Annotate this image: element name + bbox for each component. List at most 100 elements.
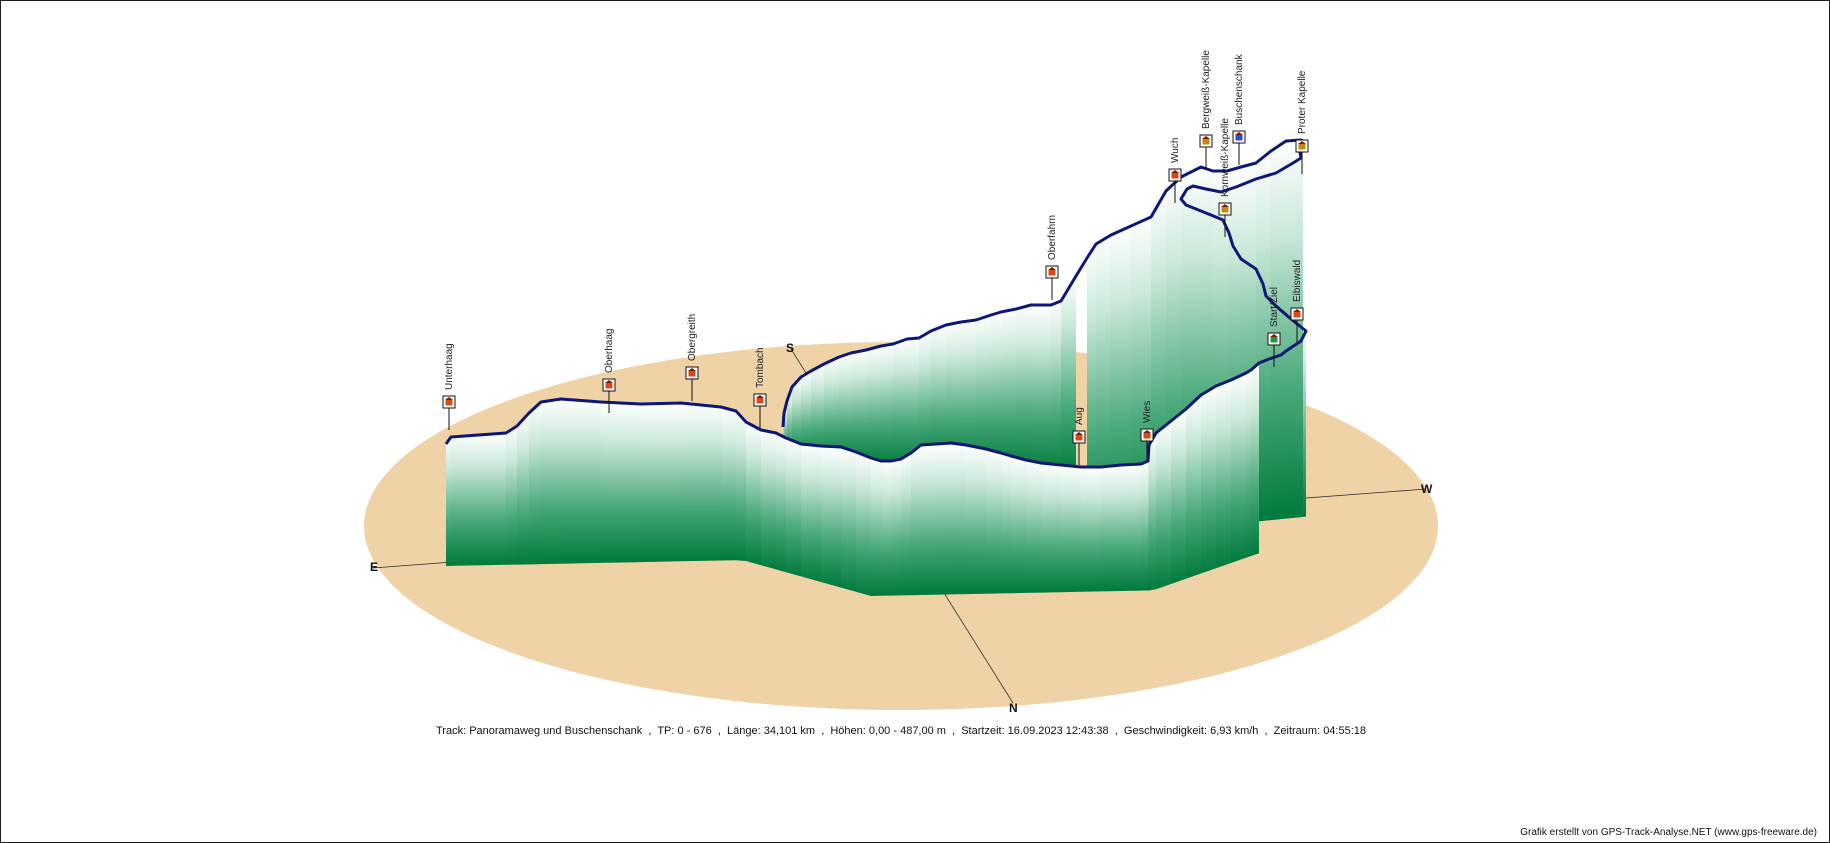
waypoint-label: Oberhaag xyxy=(604,329,615,373)
waypoint-oberhaag[interactable]: Oberhaag xyxy=(602,329,616,413)
waypoint-bergwei-kapelle[interactable]: Bergweiß-Kapelle xyxy=(1199,50,1213,169)
elevation-curtain-segment xyxy=(541,399,561,565)
elevation-curtain-segment xyxy=(1251,363,1259,556)
elevation-curtain-segment xyxy=(736,411,746,561)
track-info-line: Track: Panoramaweg und Buschenschank , T… xyxy=(435,725,1367,737)
house-icon-roof xyxy=(756,395,764,398)
waypoint-wuch[interactable]: Wuch xyxy=(1168,138,1182,203)
waypoint-kornwei-kapelle[interactable]: Kornweiß-Kapelle xyxy=(1218,118,1232,237)
flag-icon-roof xyxy=(1270,334,1278,337)
elevation-curtain-segment xyxy=(1111,226,1131,536)
elevation-curtain-segment xyxy=(901,453,911,596)
house-icon-roof xyxy=(1048,267,1056,270)
elevation-curtain-segment xyxy=(746,422,761,566)
waypoint-wies[interactable]: Wies xyxy=(1140,401,1154,463)
house-icon-roof xyxy=(605,380,613,383)
elevation-curtain-segment xyxy=(1156,421,1171,590)
elevation-curtain-segment xyxy=(907,338,919,468)
elevation-curtain-segment xyxy=(1011,456,1026,594)
elevation-curtain-segment xyxy=(881,461,891,596)
elevation-curtain-segment xyxy=(451,433,506,566)
waypoint-buschenschank[interactable]: Buschenschank xyxy=(1232,53,1246,165)
elevation-curtain-segment xyxy=(1201,386,1216,574)
elevation-curtain-segment xyxy=(986,449,1001,594)
compass-south-label: S xyxy=(786,341,794,355)
elevation-curtain-segment xyxy=(1231,373,1246,563)
chapel-icon-glyph xyxy=(1221,206,1229,213)
elevation-curtain-segment xyxy=(1149,433,1156,591)
elevation-curtain-segment xyxy=(1016,305,1031,474)
elevation-curtain-segment xyxy=(801,371,811,463)
waypoint-tombach[interactable]: Tombach xyxy=(753,347,767,428)
chapel-icon-roof xyxy=(1202,136,1210,139)
elevation-curtain-segment xyxy=(1286,140,1301,519)
waypoint-layer: Unterhaag Oberhaag Obergreith Tombach Oberfa… xyxy=(442,50,1309,465)
compass-west-label: W xyxy=(1421,482,1433,496)
house-icon-glyph xyxy=(1171,172,1179,179)
elevation-curtain-segment xyxy=(641,403,681,563)
elevation-curtain-segment xyxy=(1061,276,1076,476)
waypoint-label: Oberfahrn xyxy=(1047,215,1058,260)
elevation-curtain-segment xyxy=(976,315,991,472)
elevation-curtain-segment xyxy=(961,320,976,471)
elevation-curtain-segment xyxy=(931,325,946,470)
elevation-curtain-segment xyxy=(911,445,921,596)
elevation-curtain-segment xyxy=(1256,151,1271,522)
elevation-curtain-segment xyxy=(839,353,851,465)
elevation-curtain-segment xyxy=(1061,465,1081,593)
waypoint-label: Wuch xyxy=(1170,138,1181,163)
elevation-curtain-segment xyxy=(517,413,529,565)
elevation-curtain-segment xyxy=(761,430,776,570)
house-icon-glyph xyxy=(1143,432,1151,439)
house-icon-roof xyxy=(1171,170,1179,173)
house-icon-glyph xyxy=(605,382,613,389)
elevation-curtain-segment xyxy=(991,312,1001,472)
waypoint-oberfahrn[interactable]: Oberfahrn xyxy=(1045,215,1059,300)
waypoint-proter-kapelle[interactable]: Proter Kapelle xyxy=(1295,70,1309,174)
elevation-curtain-segment xyxy=(529,402,541,565)
elevation-curtain-segment xyxy=(821,446,841,588)
credit-line: Grafik erstellt von GPS-Track-Analyse.NE… xyxy=(1520,827,1817,838)
elevation-curtain-segment xyxy=(966,445,986,595)
house-icon-roof xyxy=(1075,432,1083,435)
waypoint-label: Wies xyxy=(1142,401,1153,423)
elevation-curtain-segment xyxy=(891,459,901,596)
waypoint-label: Unterhaag xyxy=(444,343,455,390)
elevation-curtain-segment xyxy=(871,458,881,596)
elevation-curtain-segment xyxy=(811,364,824,464)
waypoint-label: Bergweiß-Kapelle xyxy=(1201,50,1212,129)
waypoint-label: Start/Ziel xyxy=(1269,287,1280,327)
waypoint-label: Eibiswald xyxy=(1292,260,1303,302)
house-icon-glyph xyxy=(688,370,696,377)
house-icon-glyph xyxy=(756,397,764,404)
elevation-curtain-segment xyxy=(1121,464,1141,591)
waypoint-label: Aug xyxy=(1074,407,1085,425)
elevation-curtain-segment xyxy=(1246,370,1251,558)
waypoint-aug[interactable]: Aug xyxy=(1072,407,1086,465)
elevation-curtain-segment xyxy=(1186,395,1201,579)
waypoint-label: Kornweiß-Kapelle xyxy=(1220,118,1231,197)
waypoint-unterhaag[interactable]: Unterhaag xyxy=(442,343,456,430)
compass-north-label: N xyxy=(1009,701,1018,715)
waypoint-eibiswald[interactable]: Eibiswald xyxy=(1290,260,1304,342)
elevation-curtain-segment xyxy=(1087,244,1096,539)
waypoint-start-ziel[interactable]: Start/Ziel xyxy=(1267,287,1281,367)
elevation-curtain-segment xyxy=(856,452,871,596)
compass-east-label: E xyxy=(370,560,378,574)
elevation-curtain-segment xyxy=(1141,461,1148,591)
elevation-curtain-segment xyxy=(951,443,966,595)
chapel-icon-roof xyxy=(1221,204,1229,207)
elevation-curtain-segment xyxy=(1041,463,1061,593)
elevation-curtain-segment xyxy=(1031,305,1051,475)
house-icon-roof xyxy=(1143,430,1151,433)
elevation-curtain-segment xyxy=(681,403,721,562)
elevation-curtain-segment xyxy=(936,443,951,595)
waypoint-obergreith[interactable]: Obergreith xyxy=(685,314,699,401)
elevation-curtain-segment xyxy=(1171,409,1186,584)
elevation-curtain-front xyxy=(446,363,1259,596)
elevation-curtain-segment xyxy=(1001,453,1011,594)
elevation-curtain-segment xyxy=(893,339,907,468)
elevation-curtain-segment xyxy=(1051,301,1061,475)
